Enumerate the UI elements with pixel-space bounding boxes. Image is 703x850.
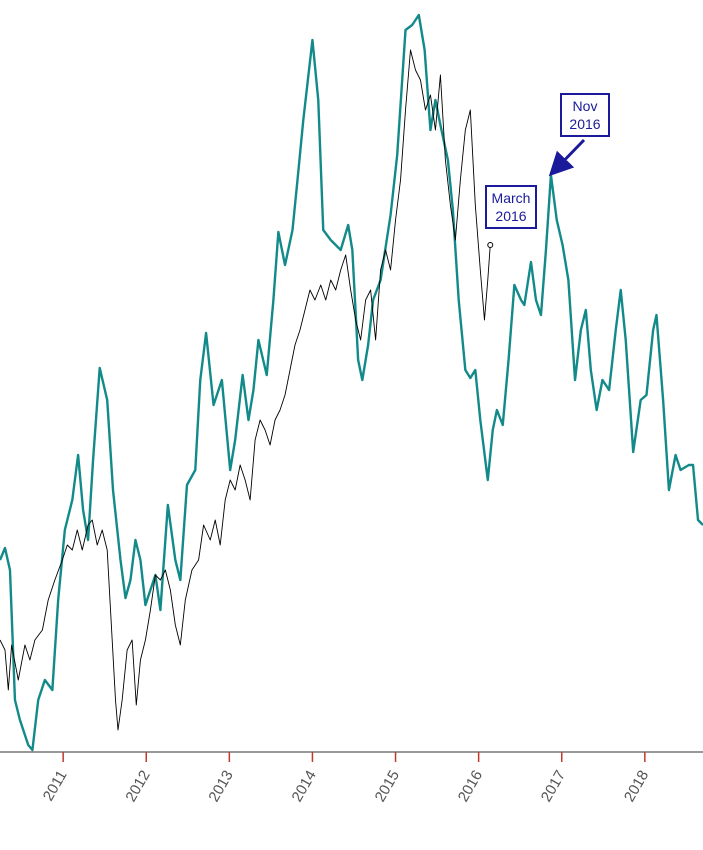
annotation-arrow — [548, 138, 586, 177]
x-tick-label: 2015 — [372, 768, 403, 805]
x-tick-label: 2018 — [621, 768, 652, 805]
x-tick-label: 2017 — [538, 768, 569, 805]
end-marker — [487, 242, 494, 248]
annotation: March 2016 — [485, 185, 537, 229]
x-tick-label: 2016 — [455, 768, 486, 805]
x-tick-label: 2012 — [122, 768, 153, 805]
x-tick-label: 2014 — [288, 768, 319, 805]
annotation: Nov 2016 — [560, 93, 610, 137]
series-line — [0, 49, 491, 731]
series-line — [0, 13, 703, 752]
x-tick-label: 2011 — [40, 768, 71, 804]
x-tick-label: 2013 — [205, 768, 236, 805]
